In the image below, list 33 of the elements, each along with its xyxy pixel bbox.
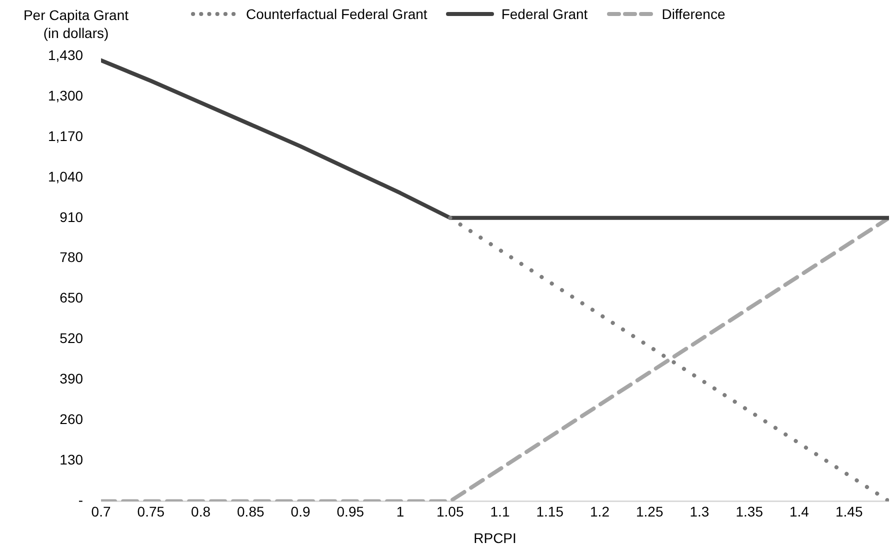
y-tick-label: 910 [60,208,84,225]
y-tick-label: 1,300 [48,87,84,104]
x-tick-label: 0.7 [91,503,111,520]
x-tick-label: 0.95 [336,503,364,520]
x-tick-label: 1 [396,503,404,520]
x-tick-label: 1.25 [636,503,664,520]
y-tick-label: - [78,492,84,508]
y-tick-label: 650 [60,290,84,306]
x-tick-label: 0.8 [191,503,211,520]
y-tick-label: 390 [60,370,84,387]
x-axis-title: RPCPI [474,530,516,546]
x-tick-label: 1.45 [835,503,863,520]
x-tick-label: 1.2 [590,503,610,520]
x-tick-label: 1.4 [789,503,810,520]
x-tick-label: 0.85 [237,503,264,520]
legend-label: Difference [662,6,726,22]
x-tick-label: 1.15 [536,503,564,520]
y-tick-label: 1,040 [48,168,84,184]
y-tick-label: 520 [60,330,84,346]
y-tick-label: 780 [60,249,84,266]
x-tick-label: 1.1 [490,503,510,520]
x-tick-label: 1.3 [690,503,710,520]
x-tick-label: 0.75 [137,503,165,520]
x-tick-label: 1.35 [736,503,764,520]
legend-label: Counterfactual Federal Grant [246,6,428,22]
y-tick-label: 1,430 [48,46,84,63]
x-tick-label: 1.05 [436,503,464,520]
y-tick-label: 260 [60,411,84,428]
y-tick-label: 1,170 [48,128,84,144]
legend-label: Federal Grant [501,6,588,22]
y-tick-label: 130 [60,452,84,468]
y-axis-title: Per Capita Grant (in dollars) [22,6,130,42]
x-tick-label: 0.9 [290,503,310,520]
